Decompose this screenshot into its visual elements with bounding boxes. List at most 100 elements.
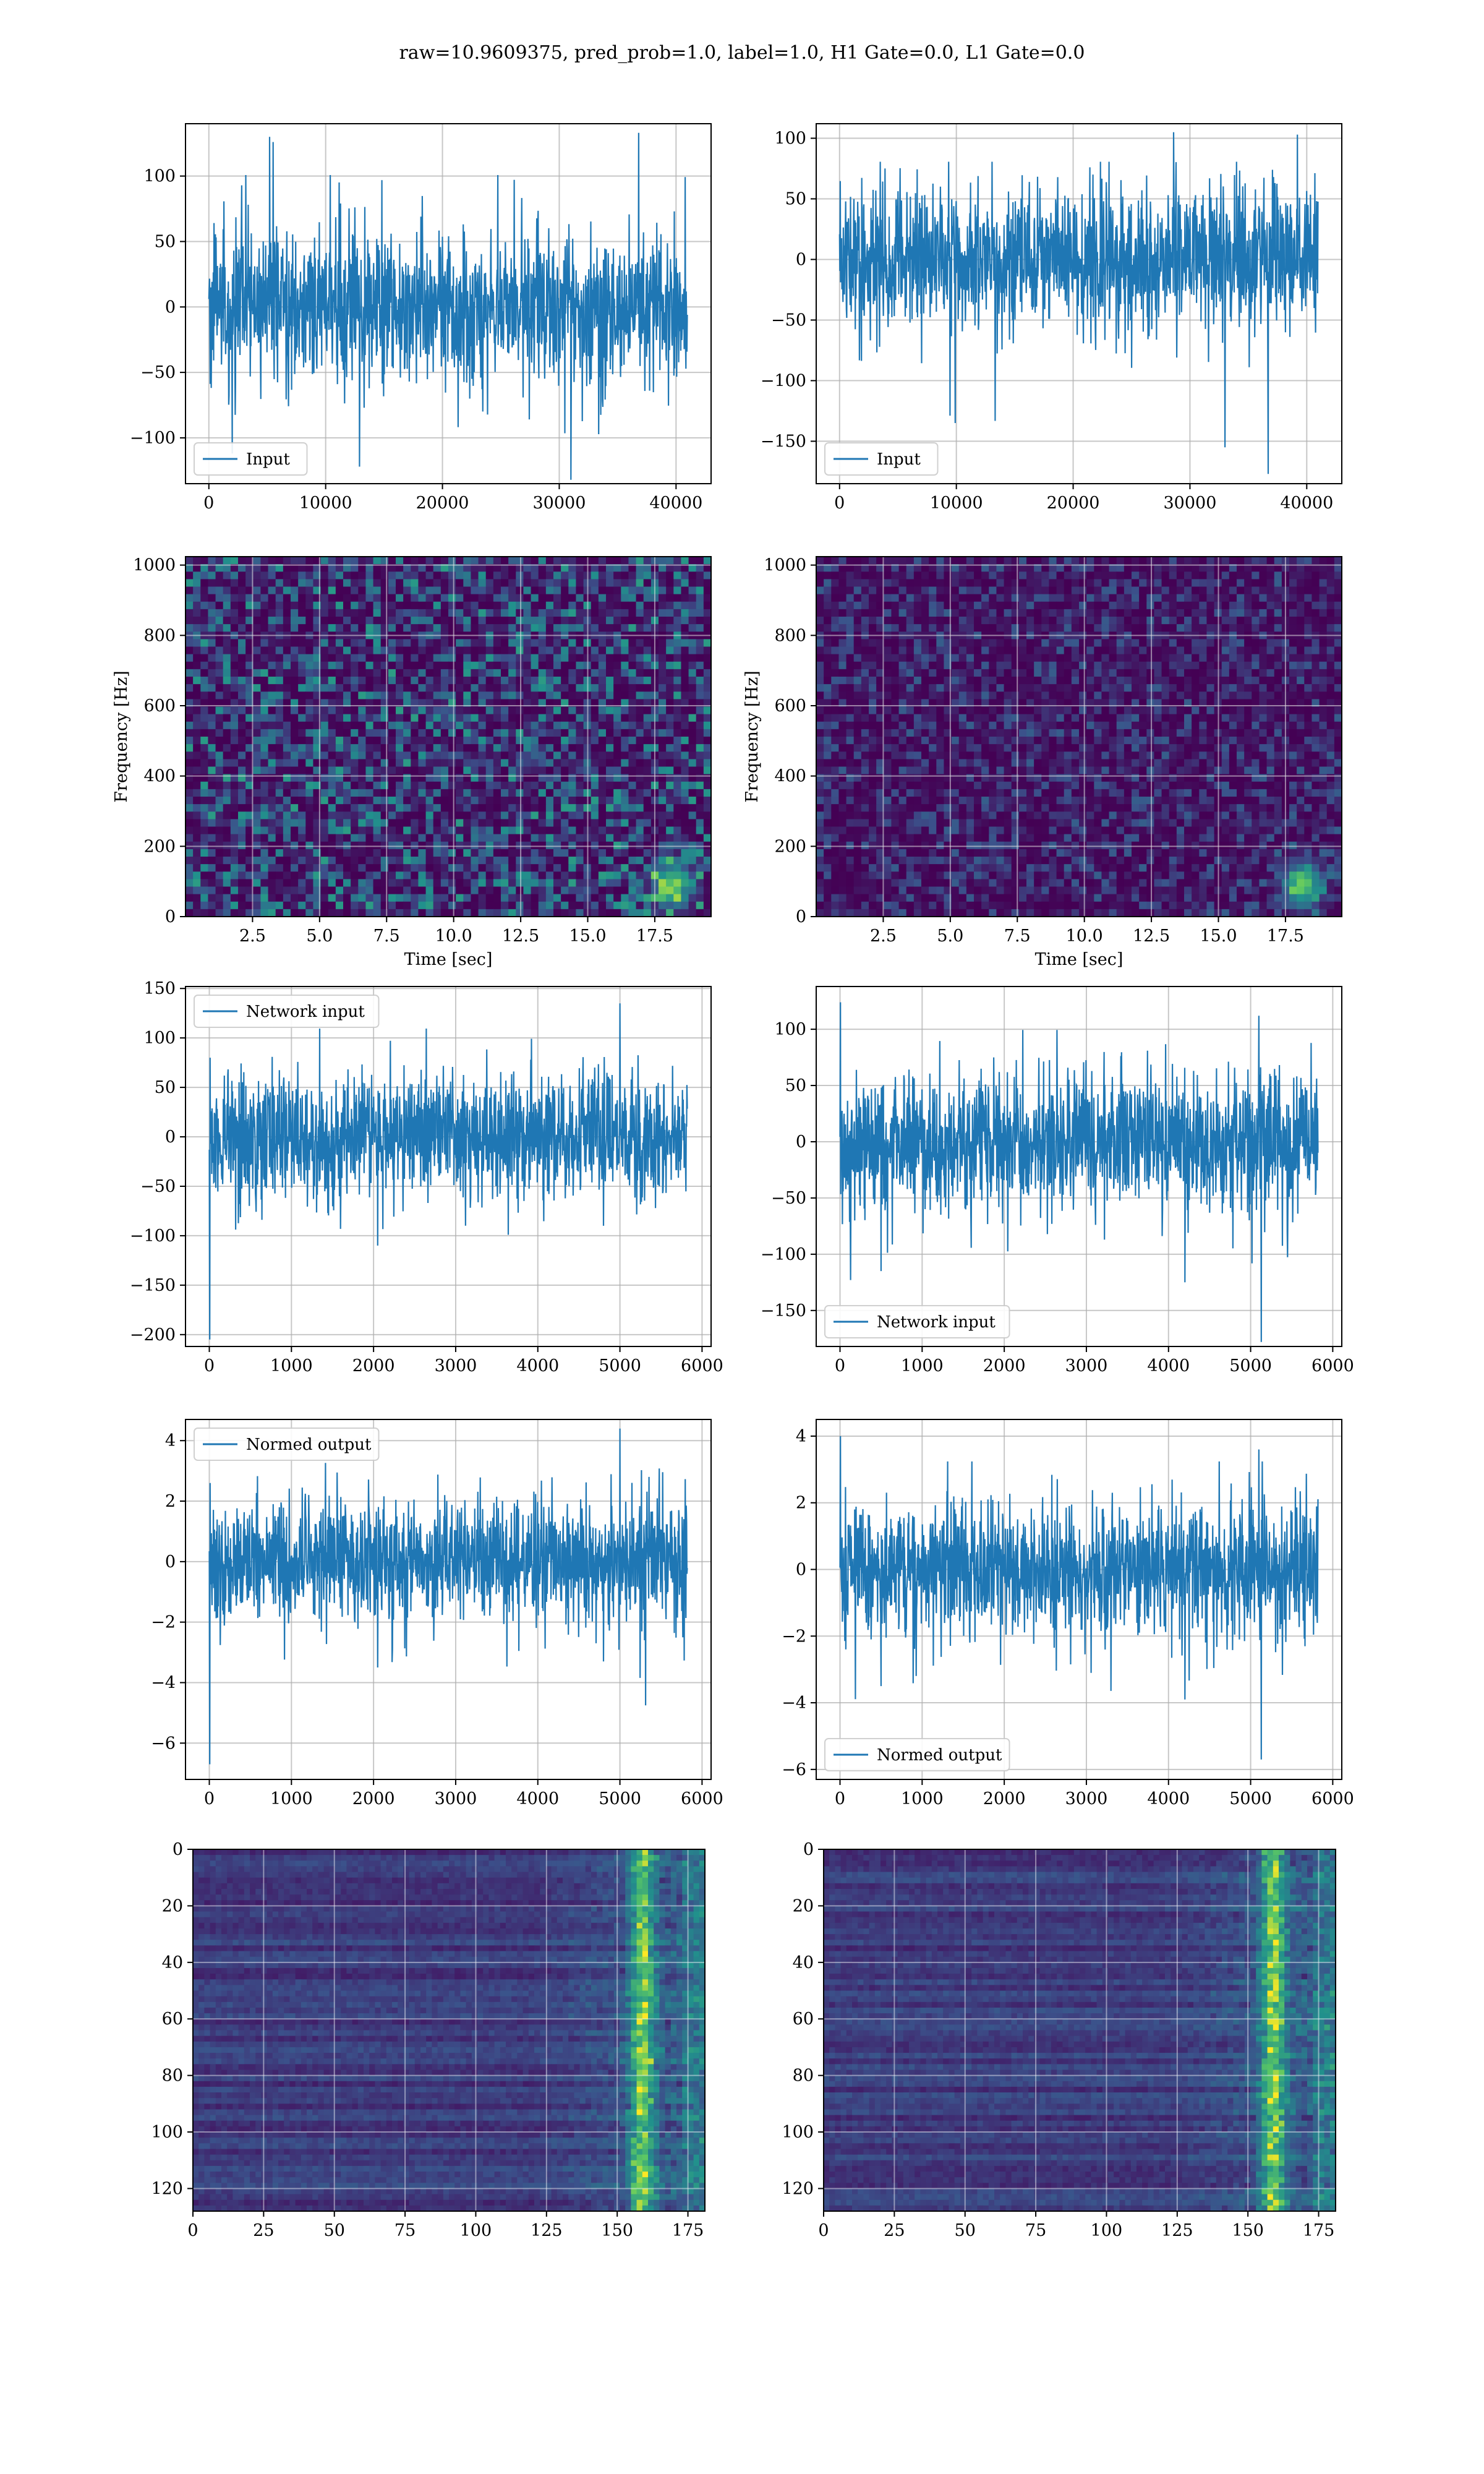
spectrogram-cell xyxy=(215,661,224,670)
spectrogram-cell xyxy=(1132,714,1140,722)
spectrogram-cell xyxy=(320,654,329,662)
spectrogram-cell xyxy=(186,729,194,737)
spectrogram-cell xyxy=(230,737,239,745)
spectrogram-cell xyxy=(418,857,427,865)
spectrogram-cell xyxy=(485,871,494,880)
spectrogram-cell xyxy=(358,871,367,880)
spectrogram-cell xyxy=(253,684,262,692)
spectrogram-cell xyxy=(275,811,284,820)
spectrogram-cell xyxy=(628,849,637,857)
spectrogram-cell xyxy=(538,789,547,797)
spectrogram-cell xyxy=(951,646,960,655)
spectrogram-cell xyxy=(433,564,441,572)
spectrogram-cell xyxy=(681,909,689,917)
spectrogram-cell xyxy=(523,609,532,617)
spectrogram-cell xyxy=(320,857,329,865)
spectrogram-cell xyxy=(463,819,472,828)
spectrogram-cell xyxy=(433,557,441,565)
spectrogram-cell xyxy=(365,849,374,857)
spectrogram-cell xyxy=(328,804,336,812)
spectrogram-cell xyxy=(1101,691,1110,700)
spectrogram-cell xyxy=(253,714,262,722)
spectrogram-cell xyxy=(471,557,479,565)
spectrogram-cell xyxy=(320,737,329,745)
spectrogram-cell xyxy=(1064,669,1072,677)
spectrogram-cell xyxy=(1334,624,1342,632)
spectrogram-cell xyxy=(516,706,524,715)
spectrogram-cell xyxy=(568,819,577,828)
spectrogram-cell xyxy=(230,886,239,895)
spectrogram-cell xyxy=(659,826,667,835)
spectrogram-cell xyxy=(981,639,989,648)
spectrogram-cell xyxy=(193,804,201,812)
spectrogram-cell xyxy=(659,781,667,790)
spectrogram-cell xyxy=(1229,564,1237,572)
spectrogram-cell xyxy=(1004,639,1012,648)
spectrogram-cell xyxy=(1146,706,1155,715)
spectrogram-cell xyxy=(989,557,997,565)
spectrogram-cell xyxy=(861,699,869,708)
spectrogram-cell xyxy=(1109,677,1117,685)
spectrogram-cell xyxy=(396,857,404,865)
spectrogram-cell xyxy=(666,901,674,910)
spectrogram-cell xyxy=(974,654,982,662)
spectrogram-cell xyxy=(1056,661,1065,670)
spectrogram-cell xyxy=(193,849,201,857)
spectrogram-cell xyxy=(681,826,689,835)
spectrogram-cell xyxy=(816,677,824,685)
spectrogram-cell xyxy=(1229,617,1237,625)
spectrogram-cell xyxy=(831,706,840,715)
spectrogram-cell xyxy=(260,571,269,580)
spectrogram-cell xyxy=(598,639,607,648)
spectrogram-cell xyxy=(876,654,884,662)
spectrogram-cell xyxy=(373,729,382,737)
spectrogram-cell xyxy=(411,601,419,610)
spectrogram-cell xyxy=(545,654,554,662)
spectrogram-cell xyxy=(200,789,209,797)
spectrogram-cell xyxy=(1334,564,1342,572)
spectrogram-cell xyxy=(673,909,682,917)
spectrogram-cell xyxy=(869,654,877,662)
spectrogram-cell xyxy=(673,744,682,752)
spectrogram-cell xyxy=(846,661,855,670)
spectrogram-cell xyxy=(238,864,246,872)
spectrogram-cell xyxy=(681,834,689,842)
spectrogram-cell xyxy=(215,699,224,708)
spectrogram-cell xyxy=(996,684,1005,692)
spectrogram-cell xyxy=(673,706,682,715)
spectrogram-cell xyxy=(606,617,614,625)
spectrogram-cell xyxy=(831,691,840,700)
spectrogram-cell xyxy=(245,601,254,610)
spectrogram-cell xyxy=(335,624,344,632)
spectrogram-cell xyxy=(1334,646,1342,655)
spectrogram-cell xyxy=(591,879,599,888)
spectrogram-cell xyxy=(208,706,216,715)
spectrogram-cell xyxy=(1086,669,1094,677)
spectrogram-cell xyxy=(659,894,667,902)
spectrogram-cell xyxy=(328,617,336,625)
spectrogram-cell xyxy=(351,564,359,572)
spectrogram-cell xyxy=(208,834,216,842)
spectrogram-cell xyxy=(1034,646,1042,655)
spectrogram-cell xyxy=(478,797,487,805)
spectrogram-cell xyxy=(958,571,967,580)
spectrogram-cell xyxy=(508,714,516,722)
spectrogram-cell xyxy=(493,594,501,602)
spectrogram-cell xyxy=(320,751,329,760)
spectrogram-cell xyxy=(388,834,396,842)
spectrogram-cell xyxy=(561,901,569,910)
spectrogram-cell xyxy=(320,684,329,692)
spectrogram-cell xyxy=(681,624,689,632)
spectrogram-cell xyxy=(591,781,599,790)
spectrogram-cell xyxy=(245,849,254,857)
spectrogram-cell xyxy=(576,624,584,632)
spectrogram-cell xyxy=(643,826,652,835)
spectrogram-cell xyxy=(343,601,351,610)
spectrogram-cell xyxy=(673,804,682,812)
spectrogram-cell xyxy=(696,766,704,775)
spectrogram-cell xyxy=(501,797,509,805)
spectrogram-cell xyxy=(606,669,614,677)
spectrogram-cell xyxy=(328,594,336,602)
spectrogram-cell xyxy=(1176,586,1185,595)
spectrogram-cell xyxy=(365,609,374,617)
